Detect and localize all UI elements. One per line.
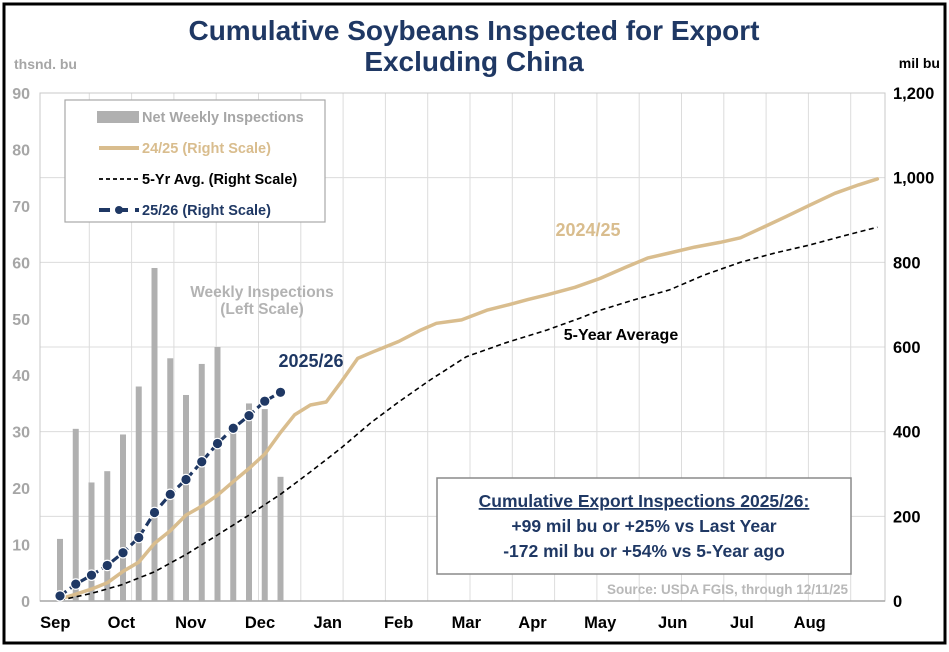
weekly-inspection-bar [183,394,189,601]
left-axis-tick-label: 60 [12,255,30,272]
legend-swatch-bar [97,111,139,123]
series-2526-marker [164,488,177,501]
weekly-inspection-bar [104,471,111,601]
left-axis-tick-label: 50 [12,312,30,329]
month-label: Apr [518,614,547,632]
right-axis-tick-label: 400 [893,424,921,442]
series-2526-marker [211,437,224,450]
left-axis-tick-label: 20 [12,481,30,498]
legend-swatch-dot [115,206,123,214]
series-2425-line [58,177,880,601]
page-title-line1: Cumulative Soybeans Inspected for Export [188,15,759,46]
left-axis-tick-label: 10 [12,538,30,555]
series-2526-marker [180,473,192,486]
legend-item-label: 5-Yr Avg. (Right Scale) [142,172,297,188]
month-label: Feb [384,614,413,632]
summary-box-frame [436,477,852,575]
summary-box: Cumulative Export Inspections 2025/26: +… [436,477,852,575]
right-axis-tick-label: 200 [893,508,921,526]
legend-item-label: Net Weekly Inspections [142,110,304,126]
left-axis-unit-label: thsnd. bu [14,56,77,72]
left-axis-tick-label: 80 [12,142,30,159]
weekly-inspection-bar [88,482,95,601]
series-2526-marker [274,386,287,399]
series-2425-label: 2024/25 [555,220,620,240]
right-axis-tick-label: 1,000 [893,170,934,188]
legend-item: 24/25 (Right Scale) [99,141,271,157]
month-label: Sep [40,614,70,632]
series-2526-marker [69,578,82,590]
legend-item-label: 25/26 (Right Scale) [142,203,271,219]
weekly-inspections-label-line2: (Left Scale) [220,301,304,318]
month-label: Jun [658,614,687,632]
series-2526-marker [54,590,66,602]
month-label: Jan [314,614,342,632]
legend-item: 25/26 (Right Scale) [99,203,271,219]
plot-area: 0 10 20 30 40 50 60 70 80 90 0 200 400 600 800 1,000 1,2… [12,85,934,632]
series-2526-marker [101,559,114,572]
weekly-inspection-bar [277,476,284,601]
month-label: Nov [175,614,207,632]
series-2526-label: 2025/26 [278,351,343,371]
weekly-inspections-label-line1: Weekly Inspections [190,284,334,301]
series-2526-marker [243,409,255,422]
left-axis-tick-label: 0 [21,594,30,611]
month-label: Oct [108,614,136,632]
series-2526-marker [227,422,240,435]
month-label: May [584,614,617,632]
summary-box-line2: -172 mil bu or +54% vs 5-Year ago [503,541,785,561]
series-2526-marker [132,531,145,544]
month-label: Jul [730,614,754,632]
weekly-inspection-bar [135,386,142,601]
legend-item: Net Weekly Inspections [97,110,304,126]
legend-item: 5-Yr Avg. (Right Scale) [99,172,297,188]
right-axis-unit-label: mil bu [899,55,940,71]
series-2526-marker [148,506,161,519]
left-axis-tick-label: 40 [12,368,30,385]
right-axis-tick-label: 0 [893,593,902,611]
weekly-inspection-bar [261,409,268,601]
weekly-inspection-bar [120,434,126,601]
source-label: Source: USDA FGIS, through 12/11/25 [607,582,849,597]
legend: Net Weekly Inspections 24/25 (Right Scale… [64,99,326,223]
series-2526-marker [258,395,271,407]
weekly-inspection-bar [57,538,63,601]
right-axis-tick-label: 800 [893,254,921,272]
weekly-inspection-bar [246,403,252,601]
series-2526-marker [117,546,129,559]
weekly-inspection-bar [230,428,237,601]
left-axis-tick-label: 90 [12,86,30,103]
series-5yr-label: 5-Year Average [564,327,679,344]
weekly-inspection-bar [72,428,79,601]
summary-box-title: Cumulative Export Inspections 2025/26: [479,491,810,511]
weekly-inspection-bar [151,267,158,601]
weekly-inspection-bar [167,358,174,601]
series-2526-marker [85,569,98,581]
summary-box-line1: +99 mil bu or +25% vs Last Year [511,516,776,536]
month-label: Dec [245,614,275,632]
month-label: Aug [794,614,826,632]
page-title-line2: Excluding China [364,46,584,77]
right-axis-tick-label: 1,200 [893,85,934,103]
right-axis-tick-label: 600 [893,339,921,357]
weekly-inspection-bar [214,347,221,601]
left-axis-tick-label: 70 [12,199,30,216]
left-axis-tick-label: 30 [12,425,30,442]
legend-item-label: 24/25 (Right Scale) [142,141,271,157]
month-label: Mar [452,614,482,632]
weekly-inspection-bar [198,363,205,601]
series-2526-marker [195,455,208,468]
